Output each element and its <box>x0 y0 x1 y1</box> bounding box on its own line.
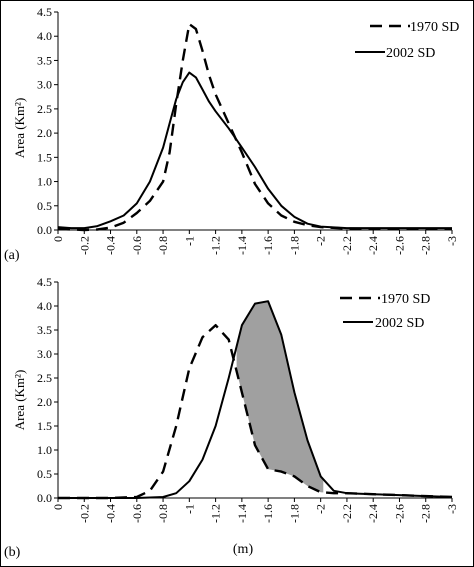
y-tick-label: 2.0 <box>37 126 52 140</box>
panel-b-label: (b) <box>4 545 21 560</box>
x-tick-label: -2.4 <box>366 236 380 255</box>
panel-a-label: (a) <box>4 248 20 263</box>
x-tick-label: -0.8 <box>156 236 170 255</box>
panel-a-y-axis-label: Area (Km²) <box>12 98 27 159</box>
y-tick-label: 1.0 <box>37 175 52 189</box>
y-tick-label: 2.0 <box>37 395 52 409</box>
x-tick-label: -0.6 <box>130 236 144 255</box>
legend-2002-label: 2002 SD <box>386 46 435 61</box>
y-tick-label: 0.0 <box>37 223 52 237</box>
y-tick-label: 0.0 <box>37 491 52 505</box>
difference-shaded-area <box>236 301 324 493</box>
panel-b-chart: Area (Km²) (b) (m) 1970 SD 2002 SD 0.0 0.… <box>4 275 459 560</box>
x-tick-label: -0.6 <box>130 504 144 523</box>
panel-a-legend: 1970 SD 2002 SD <box>355 20 459 61</box>
y-tick-label: 4.0 <box>37 299 52 313</box>
x-tick-label: -1.8 <box>287 504 301 523</box>
x-tick-label: -1.4 <box>235 236 249 255</box>
y-tick-label: 4.0 <box>37 29 52 43</box>
y-tick-label: 1.5 <box>37 150 52 164</box>
x-tick-label: -1 <box>182 236 196 246</box>
y-tick-label: 1.0 <box>37 443 52 457</box>
x-tick-label: -1.8 <box>287 236 301 255</box>
x-tick-label: -2 <box>314 504 328 514</box>
x-tick-label: -3 <box>445 504 459 514</box>
series-line-2002-sd <box>58 300 453 499</box>
x-tick-label: -1.6 <box>261 236 275 255</box>
legend-1970-label: 1970 SD <box>381 292 430 307</box>
x-tick-label: -1.6 <box>261 504 275 523</box>
y-tick-label: 3.5 <box>37 53 52 67</box>
x-tick-label: -1.2 <box>209 236 223 255</box>
y-tick-label: 2.5 <box>37 371 52 385</box>
x-tick-label: -2.8 <box>419 236 433 255</box>
y-tick-label: 0.5 <box>37 199 52 213</box>
x-tick-label: -1.4 <box>235 504 249 523</box>
x-tick-label: -2.2 <box>340 236 354 255</box>
y-tick-label: 3.0 <box>37 78 52 92</box>
x-tick-label: -0.2 <box>77 504 91 523</box>
y-tick-label: 4.5 <box>37 5 52 19</box>
legend-2002-label: 2002 SD <box>375 316 424 331</box>
x-tick-label: -1.2 <box>209 504 223 523</box>
x-tick-label: -0.2 <box>77 236 91 255</box>
y-tick-label: 3.5 <box>37 323 52 337</box>
x-tick-label: -1 <box>182 504 196 514</box>
x-tick-label: -2.6 <box>392 236 406 255</box>
x-tick-label: -2.4 <box>366 504 380 523</box>
x-tick-label: -0.4 <box>104 236 118 255</box>
x-tick-label: -3 <box>445 236 459 246</box>
y-tick-label: 4.5 <box>37 275 52 289</box>
y-tick-label: 0.5 <box>37 467 52 481</box>
x-tick-label: 0 <box>51 236 65 242</box>
x-tick-label: -2.2 <box>340 504 354 523</box>
x-tick-label: -2.6 <box>392 504 406 523</box>
panel-a-chart: Area (Km²) (a) 1970 SD 2002 SD 0.0 0.5 1.0… <box>4 5 459 263</box>
y-tick-label: 1.5 <box>37 419 52 433</box>
panel-b-y-axis-label: Area (Km²) <box>12 370 27 431</box>
x-tick-label: -0.4 <box>104 504 118 523</box>
series-line-2002-sd <box>57 71 452 230</box>
x-tick-label: -2.8 <box>419 504 433 523</box>
panel-b-x-axis-label: (m) <box>233 542 254 557</box>
y-tick-label: 3.0 <box>37 347 52 361</box>
panel-b-legend: 1970 SD 2002 SD <box>340 292 430 331</box>
y-tick-label: 2.5 <box>37 102 52 116</box>
series-line-1970-sd <box>57 22 452 232</box>
x-tick-label: 0 <box>51 504 65 510</box>
x-tick-label: -0.8 <box>156 504 170 523</box>
x-tick-label: -2 <box>314 236 328 246</box>
legend-1970-label: 1970 SD <box>410 20 459 35</box>
